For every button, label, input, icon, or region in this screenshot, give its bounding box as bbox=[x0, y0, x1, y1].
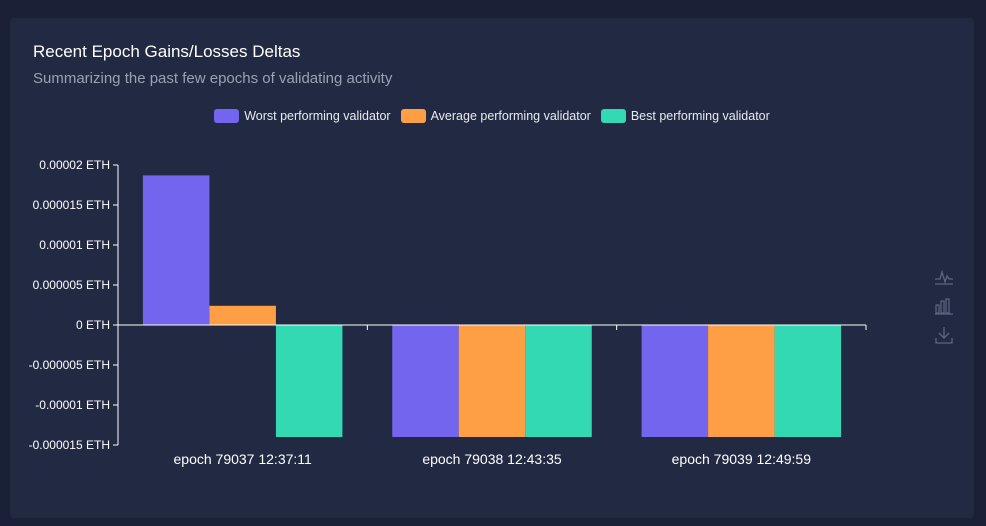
legend-item-worst[interactable]: Worst performing validator bbox=[214, 109, 391, 123]
chart-legend: Worst performing validator Average perfo… bbox=[10, 109, 974, 123]
y-tick-label: 0.00002 ETH bbox=[39, 158, 110, 172]
y-tick-label: 0.000015 ETH bbox=[33, 198, 110, 212]
y-tick-label: 0 ETH bbox=[76, 318, 110, 332]
legend-swatch-best bbox=[600, 109, 626, 123]
legend-swatch-average bbox=[400, 109, 426, 123]
bar-worst-2[interactable] bbox=[641, 325, 709, 437]
bar-best-2[interactable] bbox=[774, 325, 842, 437]
bar-worst-1[interactable] bbox=[392, 325, 459, 437]
y-tick-label: -0.000015 ETH bbox=[29, 438, 110, 452]
legend-swatch-worst bbox=[214, 109, 240, 123]
y-axis: 0.00002 ETH 0.000015 ETH 0.00001 ETH 0.0000… bbox=[29, 158, 119, 452]
bar-chart-icon[interactable] bbox=[934, 296, 954, 316]
download-icon[interactable] bbox=[934, 325, 954, 345]
bar-chart: 0.00002 ETH 0.000015 ETH 0.00001 ETH 0.0000… bbox=[29, 158, 867, 467]
bar-average-1[interactable] bbox=[458, 325, 526, 437]
bar-best-0[interactable] bbox=[275, 325, 343, 437]
x-tick-label: epoch 79039 12:49:59 bbox=[672, 451, 812, 467]
legend-label-best: Best performing validator bbox=[630, 109, 770, 123]
x-axis: epoch 79037 12:37:11 epoch 79038 12:43:35… bbox=[117, 324, 867, 467]
bar-worst-0[interactable] bbox=[142, 175, 210, 325]
y-tick-label: -0.000005 ETH bbox=[29, 358, 110, 372]
chart-title: Recent Epoch Gains/Losses Deltas bbox=[33, 42, 301, 61]
x-tick-label: epoch 79038 12:43:35 bbox=[422, 451, 562, 467]
x-tick-label: epoch 79037 12:37:11 bbox=[174, 451, 313, 467]
y-tick-label: 0.00001 ETH bbox=[39, 238, 110, 252]
bar-average-2[interactable] bbox=[708, 325, 775, 437]
bars bbox=[142, 175, 842, 437]
chart-subtitle: Summarizing the past few epochs of valid… bbox=[33, 70, 393, 87]
line-chart-icon[interactable] bbox=[934, 267, 954, 287]
bar-best-1[interactable] bbox=[525, 325, 592, 437]
legend-label-worst: Worst performing validator bbox=[244, 109, 391, 123]
bar-average-0[interactable] bbox=[209, 305, 276, 325]
chart-card: Recent Epoch Gains/Losses Deltas Summari… bbox=[10, 18, 974, 518]
legend-item-average[interactable]: Average performing validator bbox=[400, 109, 591, 123]
legend-item-best[interactable]: Best performing validator bbox=[600, 109, 770, 123]
y-tick-label: -0.00001 ETH bbox=[35, 398, 110, 412]
y-tick-label: 0.000005 ETH bbox=[33, 278, 110, 292]
legend-label-average: Average performing validator bbox=[430, 109, 591, 123]
